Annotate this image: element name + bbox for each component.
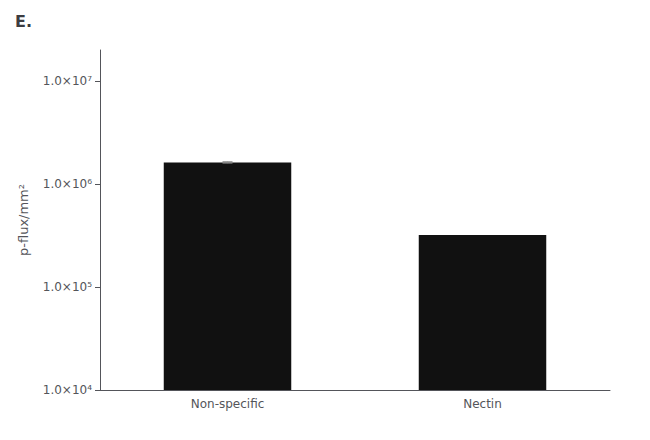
- svg-text:1.0×10⁶: 1.0×10⁶: [43, 177, 92, 191]
- svg-text:Nectin: Nectin: [463, 397, 502, 411]
- svg-text:E.: E.: [15, 12, 32, 31]
- svg-text:Non-specific: Non-specific: [191, 397, 265, 411]
- svg-text:p-flux/mm²: p-flux/mm²: [16, 184, 31, 256]
- svg-text:1.0×10⁷: 1.0×10⁷: [43, 74, 92, 88]
- svg-text:1.0×10⁴: 1.0×10⁴: [43, 383, 92, 397]
- svg-text:1.0×10⁵: 1.0×10⁵: [43, 280, 92, 294]
